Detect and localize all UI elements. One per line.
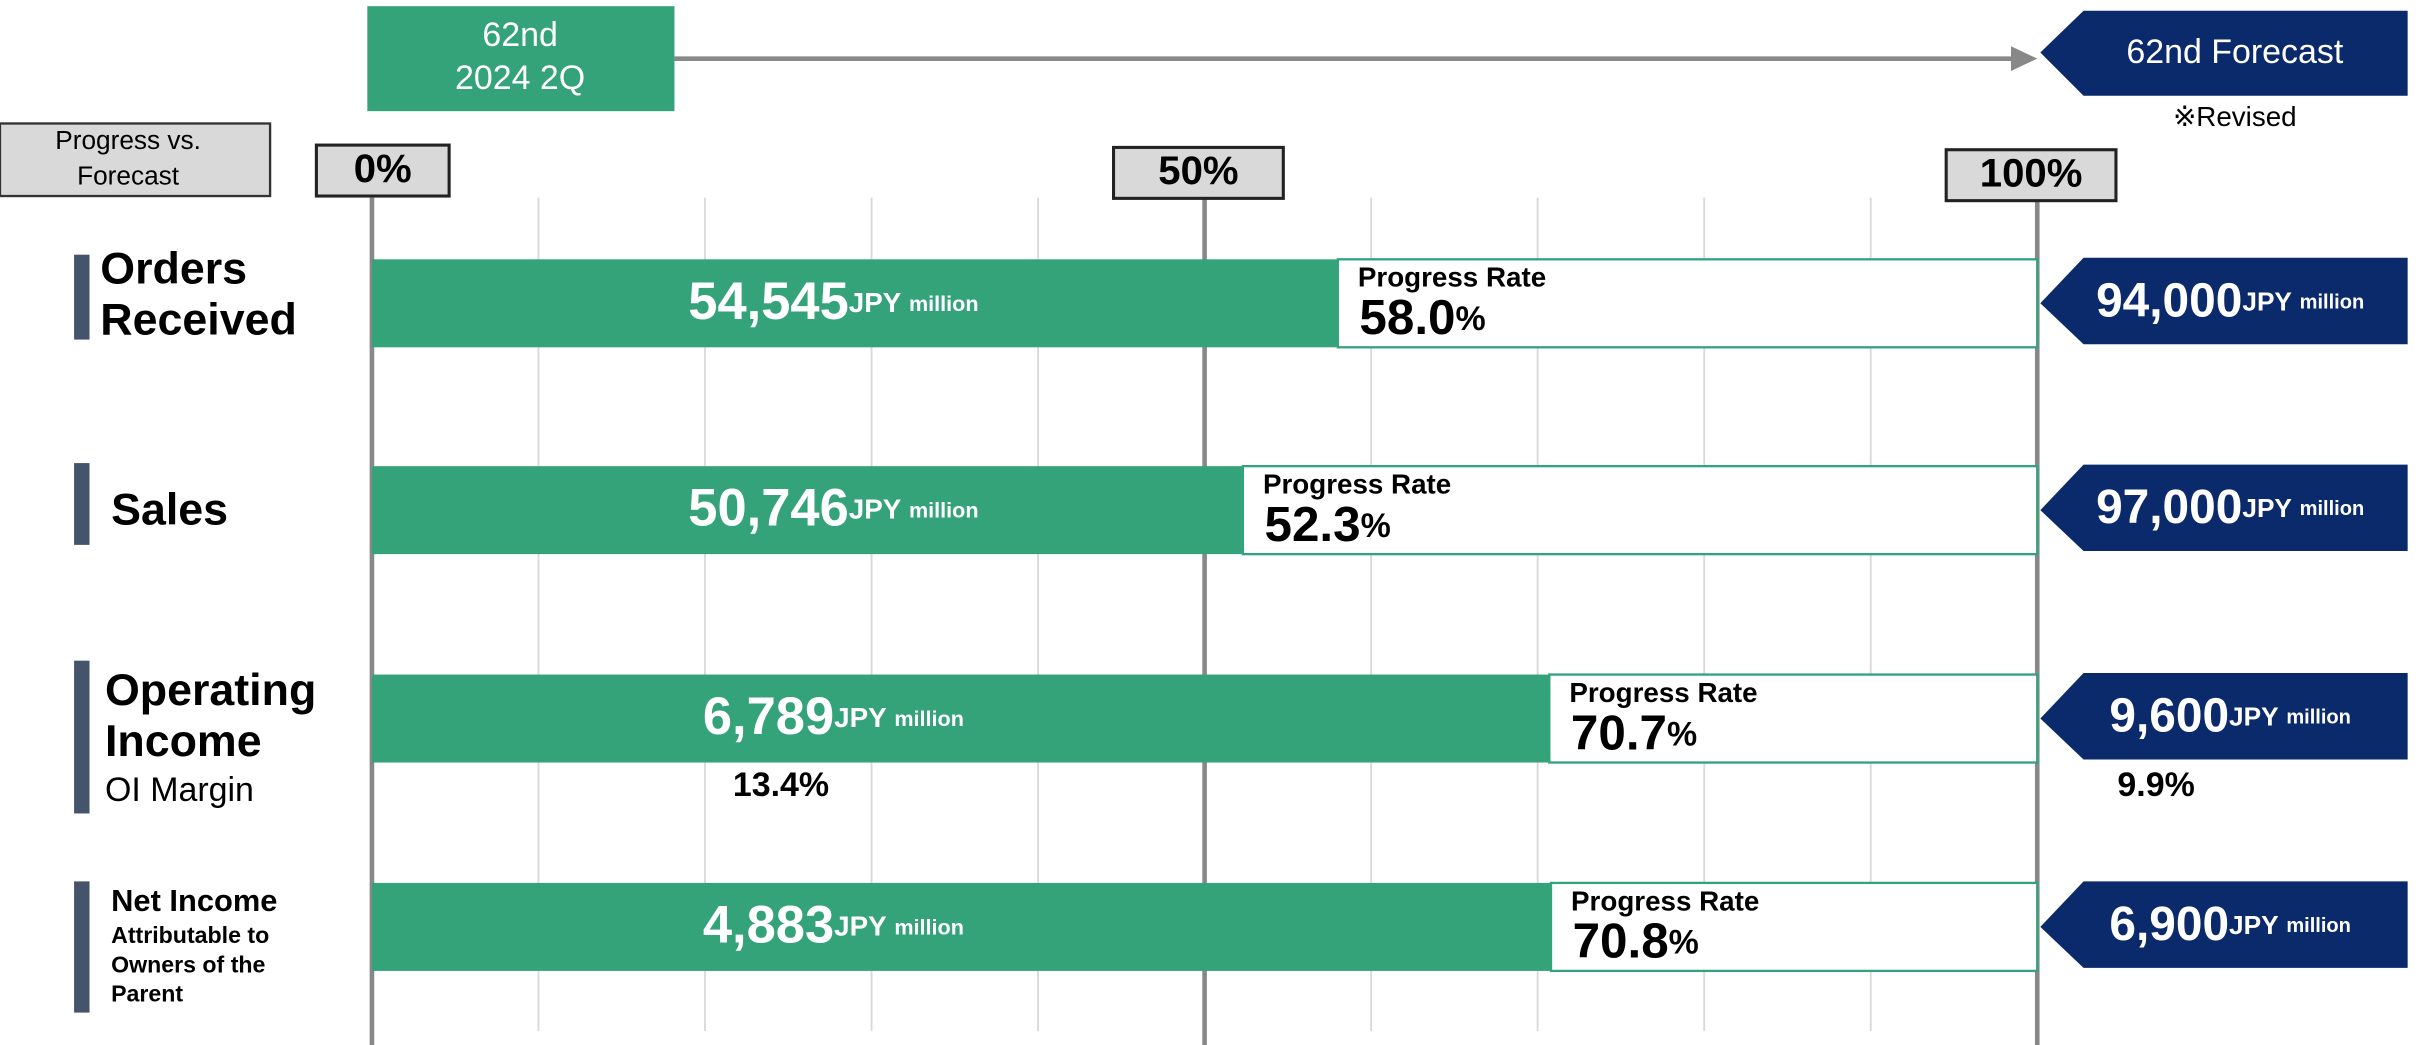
category-label: Income xyxy=(105,716,262,766)
actual-header-label: 2024 2Q xyxy=(455,59,585,97)
forecast-box xyxy=(2040,257,2408,345)
progress-rate: 70.8% xyxy=(1573,914,1699,969)
x-tick-label: 0% xyxy=(354,146,412,191)
actual-header-label: 62nd xyxy=(482,16,557,54)
actual-amount: 50,746JPY million xyxy=(688,480,978,538)
unit: JPY xyxy=(2229,701,2279,731)
progress-rate-value: 58.0 xyxy=(1359,290,1455,345)
category-note: Parent xyxy=(111,981,183,1007)
forecast-header-label: 62nd Forecast xyxy=(2126,33,2344,71)
unit: million xyxy=(894,914,964,939)
category-marker xyxy=(74,881,90,1013)
forecast-amount: 94,000JPY million xyxy=(2096,274,2364,327)
x-tick-label: 50% xyxy=(1158,148,1238,193)
progress-bar xyxy=(371,674,1550,763)
category-marker xyxy=(74,660,90,814)
unit: million xyxy=(2286,915,2351,937)
category-note: Attributable to xyxy=(111,922,269,948)
unit: JPY xyxy=(2242,286,2292,316)
forecast-note: ※Revised xyxy=(2173,101,2297,132)
category-label: Orders xyxy=(100,243,247,293)
actual-amount-value: 54,545 xyxy=(688,273,848,331)
forecast-amount-value: 94,000 xyxy=(2096,274,2242,327)
category-label: Sales xyxy=(111,484,228,534)
timeline-arrowhead xyxy=(2011,46,2038,72)
progress-rate-value: 70.8 xyxy=(1573,914,1669,969)
forecast-box xyxy=(2040,881,2408,968)
unit: JPY xyxy=(849,287,902,318)
actual-amount: 6,789JPY million xyxy=(703,688,964,746)
corner-label: Progress vs. xyxy=(55,125,201,155)
remaining-bar xyxy=(1549,881,2039,973)
actual-amount: 4,883JPY million xyxy=(703,896,964,954)
forecast-amount: 9,600JPY million xyxy=(2109,689,2351,742)
x-tick-box xyxy=(314,143,451,198)
progress-rate-unit: % xyxy=(1361,507,1391,545)
forecast-amount-value: 6,900 xyxy=(2109,898,2229,951)
forecast-box xyxy=(2040,672,2408,760)
x-tick-box xyxy=(1944,148,2118,203)
remaining-bar xyxy=(1241,465,2039,556)
progress-rate-title: Progress Rate xyxy=(1569,677,1757,708)
progress-rate-title: Progress Rate xyxy=(1571,885,1759,916)
progress-bar xyxy=(371,882,1551,971)
unit: million xyxy=(909,291,979,316)
unit: million xyxy=(894,706,964,731)
category-note: OI Margin xyxy=(105,771,254,809)
unit: JPY xyxy=(2242,493,2292,523)
progress-rate-title: Progress Rate xyxy=(1263,469,1451,500)
category-marker xyxy=(74,463,90,545)
forecast-amount: 97,000JPY million xyxy=(2096,481,2364,534)
category-label: Operating xyxy=(105,665,316,715)
progress-bar xyxy=(371,259,1338,348)
category-label: Received xyxy=(100,294,297,344)
unit: million xyxy=(909,497,979,522)
progress-rate: 52.3% xyxy=(1265,497,1391,552)
unit: million xyxy=(2286,707,2351,729)
forecast-header xyxy=(2040,10,2408,96)
oi-margin-forecast: 9.9% xyxy=(2117,766,2194,804)
unit: JPY xyxy=(834,911,887,942)
actual-amount-value: 50,746 xyxy=(688,480,848,538)
progress-rate: 58.0% xyxy=(1359,290,1485,345)
corner-box xyxy=(0,122,272,198)
unit: JPY xyxy=(834,702,887,733)
oi-margin-actual: 13.4% xyxy=(733,766,829,804)
forecast-amount-value: 97,000 xyxy=(2096,481,2242,534)
progress-rate-value: 70.7 xyxy=(1571,705,1667,760)
forecast-amount: 6,900JPY million xyxy=(2109,898,2351,951)
forecast-amount-value: 9,600 xyxy=(2109,689,2229,742)
x-tick-box xyxy=(1111,145,1285,200)
progress-rate-value: 52.3 xyxy=(1265,497,1361,552)
remaining-bar xyxy=(1548,673,2039,764)
actual-amount-value: 6,789 xyxy=(703,688,834,746)
remaining-bar xyxy=(1336,258,2039,349)
progress-bar xyxy=(371,466,1243,555)
actual-header xyxy=(367,6,675,112)
actual-amount-value: 4,883 xyxy=(703,896,834,954)
actual-amount: 54,545JPY million xyxy=(688,273,978,331)
corner-label: Forecast xyxy=(77,160,180,190)
category-marker xyxy=(74,254,90,340)
unit: JPY xyxy=(2229,910,2279,940)
progress-rate-unit: % xyxy=(1667,715,1697,753)
unit: million xyxy=(2300,498,2365,520)
unit: JPY xyxy=(849,494,902,525)
x-tick-label: 100% xyxy=(1980,151,2083,196)
unit: million xyxy=(2300,292,2365,314)
category-note: Owners of the xyxy=(111,951,265,977)
progress-rate-title: Progress Rate xyxy=(1358,262,1546,293)
progress-rate: 70.7% xyxy=(1571,705,1697,760)
category-label: Net Income xyxy=(111,883,277,918)
forecast-box xyxy=(2040,464,2408,552)
progress-rate-unit: % xyxy=(1456,300,1486,338)
progress-rate-unit: % xyxy=(1669,924,1699,962)
